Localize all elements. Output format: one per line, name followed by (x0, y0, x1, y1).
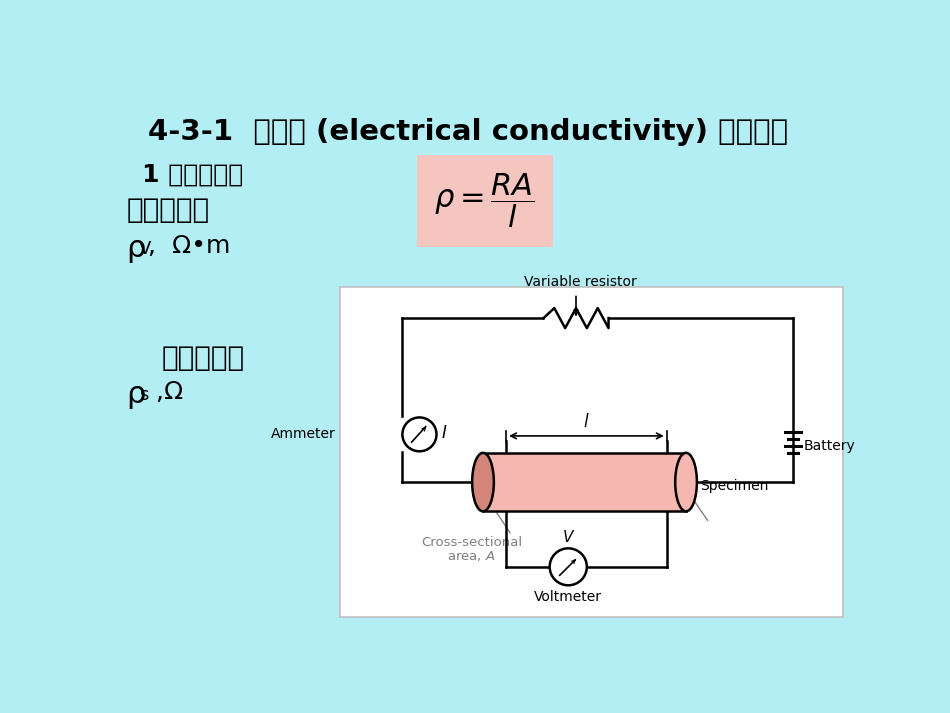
Text: 1 、电阻率：: 1 、电阻率： (142, 163, 243, 187)
Text: $I$: $I$ (441, 424, 447, 442)
Text: s: s (139, 386, 148, 404)
Text: $l$: $l$ (583, 414, 590, 431)
FancyBboxPatch shape (483, 453, 686, 511)
Text: ,Ω: ,Ω (148, 380, 183, 404)
Ellipse shape (675, 453, 697, 511)
Text: 体积电阻率: 体积电阻率 (126, 195, 210, 224)
Text: Battery: Battery (804, 439, 856, 453)
Text: 表面电阻率: 表面电阻率 (162, 344, 244, 371)
Text: V: V (139, 240, 151, 257)
FancyBboxPatch shape (417, 155, 553, 247)
Text: Ammeter: Ammeter (271, 427, 335, 441)
Text: Specimen: Specimen (700, 479, 769, 493)
Text: Voltmeter: Voltmeter (534, 590, 602, 604)
Text: $\rho = \dfrac{RA}{l}$: $\rho = \dfrac{RA}{l}$ (434, 172, 535, 230)
Ellipse shape (472, 453, 494, 511)
Circle shape (403, 417, 436, 451)
Text: Variable resistor: Variable resistor (523, 275, 636, 289)
Text: ρ: ρ (126, 380, 146, 409)
Circle shape (550, 548, 587, 585)
Text: Cross-sectional: Cross-sectional (421, 536, 522, 549)
Text: area, $A$: area, $A$ (447, 549, 496, 563)
Text: ρ: ρ (126, 234, 146, 263)
Bar (340, 287, 844, 617)
Text: 4-3-1  电导率 (electrical conductivity) 和电阻率: 4-3-1 电导率 (electrical conductivity) 和电阻率 (148, 118, 788, 146)
Text: ,  Ω•m: , Ω•m (148, 234, 231, 258)
Text: $V$: $V$ (561, 529, 575, 545)
